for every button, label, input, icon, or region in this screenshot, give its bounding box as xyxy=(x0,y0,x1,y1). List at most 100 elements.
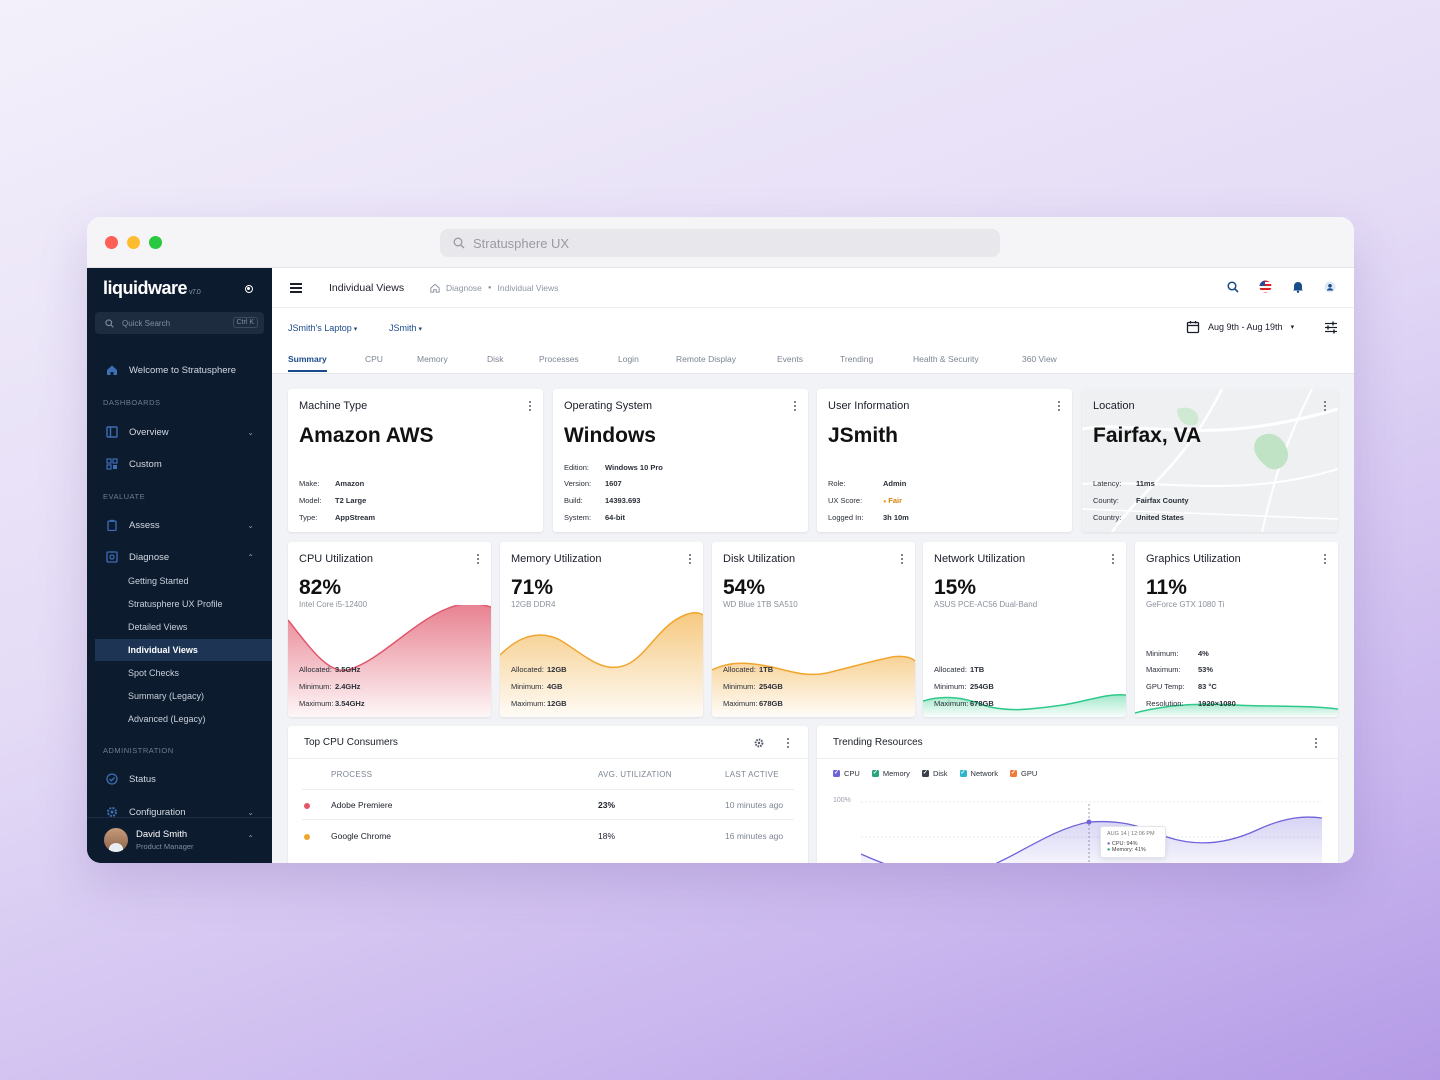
search-icon[interactable] xyxy=(1227,280,1239,293)
status-icon xyxy=(105,773,118,786)
kv-row: Version: 1607 xyxy=(564,479,622,488)
date-range-picker[interactable]: Aug 9th - Aug 19th ▾ xyxy=(1186,320,1294,334)
tab-memory[interactable]: Memory xyxy=(417,354,448,364)
tab-360-view[interactable]: 360 View xyxy=(1022,354,1057,364)
gear-icon[interactable] xyxy=(754,738,764,748)
kv-row: Allocated: 1TB xyxy=(723,665,774,674)
breadcrumb-diagnose[interactable]: Diagnose xyxy=(446,283,482,293)
hover-point[interactable] xyxy=(1086,819,1092,825)
kv-row: Minimum: 254GB xyxy=(934,682,994,691)
us-flag-icon[interactable] xyxy=(1259,280,1272,293)
tab-trending[interactable]: Trending xyxy=(840,354,874,364)
app-version: v7.0 xyxy=(189,289,201,296)
card-value: Amazon AWS xyxy=(299,424,434,447)
sidebar-sub-getting-started[interactable]: Getting Started xyxy=(128,576,189,586)
sidebar-item-welcome[interactable]: Welcome to Stratusphere xyxy=(95,359,272,381)
address-bar[interactable]: Stratusphere UX xyxy=(440,229,1000,257)
legend-cpu[interactable]: ✓ CPU xyxy=(833,769,860,778)
process-utilization: 23% xyxy=(598,800,616,810)
kv-row: Country: United States xyxy=(1093,513,1184,522)
more-options-icon[interactable] xyxy=(1324,554,1327,564)
sidebar-sub-detailed-views[interactable]: Detailed Views xyxy=(128,622,188,632)
more-options-icon[interactable] xyxy=(1058,401,1061,411)
bell-icon[interactable] xyxy=(1292,280,1304,293)
card-value: JSmith xyxy=(828,424,899,447)
more-options-icon[interactable] xyxy=(1315,738,1318,748)
tab-disk[interactable]: Disk xyxy=(487,354,504,364)
more-options-icon[interactable] xyxy=(901,554,904,564)
sidebar-item-status[interactable]: Status xyxy=(95,768,272,790)
kv-row: UX Score: ● Fair xyxy=(828,496,903,505)
gear-icon xyxy=(105,806,118,819)
checkbox-checked-icon: ✓ xyxy=(959,770,967,777)
memory-area-chart xyxy=(500,611,703,717)
titlebar: Stratusphere UX xyxy=(87,217,1354,268)
sidebar-item-overview[interactable]: Overview ⌄ xyxy=(95,421,272,443)
more-options-icon[interactable] xyxy=(1324,401,1327,411)
column-header-utilization[interactable]: AVG. UTILIZATION xyxy=(598,770,672,779)
checkbox-checked-icon: ✓ xyxy=(871,770,879,777)
app-logo: liquidware v7.0 xyxy=(103,278,201,299)
card-disk-utilization: Disk Utilization 54% WD Blue 1TB SA510 A… xyxy=(712,542,915,717)
cpu-area-chart xyxy=(288,605,491,717)
page-title: Individual Views xyxy=(329,282,405,294)
close-window-button[interactable] xyxy=(105,236,118,249)
user-profile[interactable]: David Smith Product Manager ⌃ xyxy=(87,817,272,863)
search-icon xyxy=(105,318,114,328)
legend-network[interactable]: ✓ Network xyxy=(959,769,999,778)
kv-row: Allocated: 12GB xyxy=(511,665,567,674)
sidebar-sub-summary-legacy[interactable]: Summary (Legacy) xyxy=(128,691,205,701)
section-dashboards: DASHBOARDS xyxy=(103,398,161,407)
sidebar-sub-individual-views[interactable]: Individual Views xyxy=(95,639,272,661)
tab-cpu[interactable]: CPU xyxy=(365,354,383,364)
kv-row: GPU Temp: 83 °C xyxy=(1146,682,1217,691)
tab-processes[interactable]: Processes xyxy=(539,354,579,364)
browser-window: Stratusphere UX liquidware v7.0 Quick Sea… xyxy=(87,217,1354,863)
tab-summary[interactable]: Summary xyxy=(288,354,327,372)
more-options-icon[interactable] xyxy=(529,401,532,411)
card-title: Memory Utilization xyxy=(511,553,602,565)
minimize-window-button[interactable] xyxy=(127,236,140,249)
tab-remote-display[interactable]: Remote Display xyxy=(676,354,736,364)
legend-disk[interactable]: ✓ Disk xyxy=(921,769,948,778)
tab-events[interactable]: Events xyxy=(777,354,803,364)
sidebar-pin-icon[interactable] xyxy=(245,285,253,293)
kv-row: Build: 14393.693 xyxy=(564,496,641,505)
account-icon[interactable] xyxy=(1324,281,1336,293)
ux-score-badge: Fair xyxy=(888,496,903,505)
filter-settings-icon[interactable] xyxy=(1324,321,1338,334)
column-header-process[interactable]: PROCESS xyxy=(331,770,373,779)
card-title: Trending Resources xyxy=(833,737,923,748)
more-options-icon[interactable] xyxy=(794,401,797,411)
more-options-icon[interactable] xyxy=(689,554,692,564)
user-selector[interactable]: JSmith xyxy=(389,323,422,333)
disk-area-chart xyxy=(712,655,915,717)
column-header-last-active[interactable]: LAST ACTIVE xyxy=(725,770,779,779)
machine-selector[interactable]: JSmith's Laptop xyxy=(288,323,357,333)
checkbox-checked-icon: ✓ xyxy=(921,770,929,777)
card-title: Disk Utilization xyxy=(723,553,796,565)
tab-login[interactable]: Login xyxy=(618,354,639,364)
sidebar-item-diagnose[interactable]: Diagnose ⌃ xyxy=(95,546,272,568)
kv-row: Edition: Windows 10 Pro xyxy=(564,463,663,472)
date-range-text: Aug 9th - Aug 19th xyxy=(1208,322,1283,332)
card-title: Network Utilization xyxy=(934,553,1026,565)
legend-gpu[interactable]: ✓ GPU xyxy=(1010,769,1038,778)
sidebar-sub-spot-checks[interactable]: Spot Checks xyxy=(128,668,180,678)
quick-search-input[interactable]: Quick Search Ctrl K xyxy=(95,312,264,334)
network-area-chart xyxy=(923,693,1126,717)
more-options-icon[interactable] xyxy=(1112,554,1115,564)
menu-icon[interactable] xyxy=(290,283,302,293)
chart-tooltip: AUG 14 | 12:06 PM ● CPU: 94% ● Memory: 4… xyxy=(1100,826,1166,858)
location-map xyxy=(1082,389,1338,532)
sidebar-item-assess[interactable]: Assess ⌄ xyxy=(95,514,272,536)
tab-health-security[interactable]: Health & Security xyxy=(913,354,979,364)
sidebar-sub-advanced-legacy[interactable]: Advanced (Legacy) xyxy=(128,714,206,724)
sidebar-sub-ux-profile[interactable]: Stratusphere UX Profile xyxy=(128,599,223,609)
maximize-window-button[interactable] xyxy=(149,236,162,249)
sidebar-item-configuration[interactable]: Configuration ⌄ xyxy=(95,801,272,823)
more-options-icon[interactable] xyxy=(787,738,790,748)
legend-memory[interactable]: ✓ Memory xyxy=(871,769,910,778)
more-options-icon[interactable] xyxy=(477,554,480,564)
sidebar-item-custom[interactable]: Custom xyxy=(95,453,272,475)
